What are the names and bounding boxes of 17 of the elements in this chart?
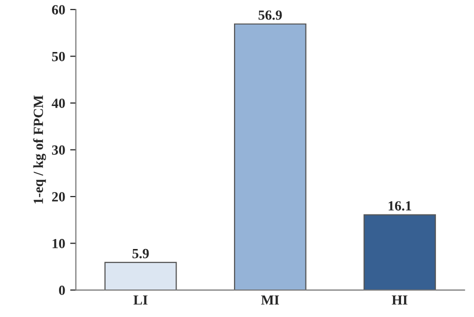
y-axis-title: 1-eq / kg of FPCM xyxy=(33,95,46,204)
bar xyxy=(234,23,306,290)
y-tick-label: 50 xyxy=(52,52,65,62)
bar xyxy=(104,262,177,290)
data-label: 5.9 xyxy=(132,248,149,258)
y-tick-label: 10 xyxy=(52,238,65,248)
y-tick-label: 0 xyxy=(59,286,65,296)
data-label: 16.1 xyxy=(388,201,412,211)
data-label: 56.9 xyxy=(258,10,282,20)
x-tick-label: MI xyxy=(261,295,279,305)
y-tick-label: 30 xyxy=(52,145,65,155)
x-tick-label: HI xyxy=(392,295,408,305)
x-tick-label: LI xyxy=(134,295,148,305)
bar xyxy=(364,214,436,290)
y-tick-label: 40 xyxy=(52,98,65,108)
y-tick-label: 60 xyxy=(52,5,65,14)
y-tick-label: 20 xyxy=(52,192,65,202)
